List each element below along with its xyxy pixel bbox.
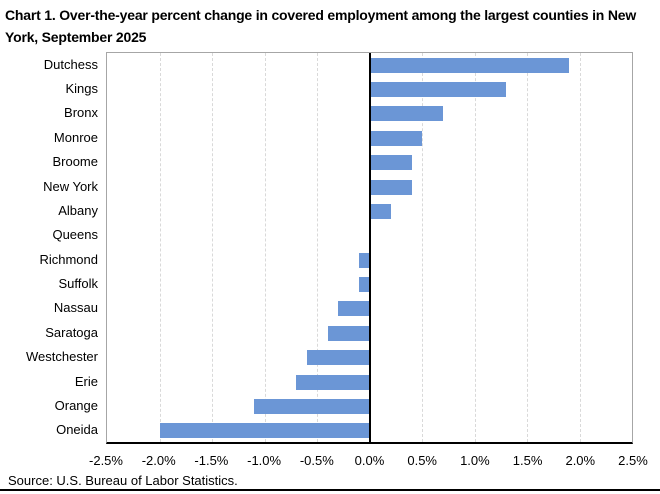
y-axis-label-monroe: Monroe [53,129,98,145]
y-axis-label-broome: Broome [52,154,98,170]
y-axis-label-queens: Queens [52,227,98,243]
bar-saratoga [327,325,370,341]
y-axis-label-erie: Erie [74,373,98,389]
zero-axis-line [368,53,371,442]
bar-monroe [369,130,422,146]
y-axis-label-richmond: Richmond [39,251,98,267]
gridline [579,53,581,442]
x-axis-tick-label: 2.0% [565,453,596,468]
x-axis-tick-label: 2.5% [618,453,648,468]
bar-erie [296,374,370,390]
y-axis-label-kings: Kings [65,81,98,97]
y-axis-label-albany: Albany [58,202,98,218]
gridline [212,53,213,442]
bottom-divider-line [0,489,660,491]
bar-richmond [359,252,370,268]
y-axis-label-new-york: New York [43,178,98,194]
bar-broome [369,155,412,171]
x-axis-tick-label: 1.5% [512,453,543,468]
bar-new-york [369,179,412,195]
bar-kings [369,82,506,98]
y-axis-label-dutchess: Dutchess [43,56,98,72]
gridline [422,53,423,442]
y-axis-label-saratoga: Saratoga [45,324,98,340]
plot-area [106,52,633,444]
chart-title: Chart 1. Over-the-year percent change in… [5,7,637,45]
bar-suffolk [359,277,370,293]
gridline [474,53,476,442]
y-axis-label-nassau: Nassau [53,300,98,316]
y-axis-label-suffolk: Suffolk [58,276,98,292]
y-axis-label-oneida: Oneida [56,422,98,438]
bar-orange [254,398,370,414]
gridline [317,53,318,442]
bar-oneida [159,423,370,439]
x-axis-tick-label: 0.0% [354,453,385,468]
y-axis-label-orange: Orange [54,397,98,413]
bar-bronx [369,106,443,122]
bar-albany [369,203,391,219]
bar-westchester [306,350,370,366]
x-axis-tick-label: -2.5% [89,453,123,468]
x-axis-tick-label: -1.0% [247,453,282,468]
source-note: Source: U.S. Bureau of Labor Statistics. [8,473,238,488]
x-axis-tick-label: -0.5% [299,453,334,468]
y-axis-label-westchester: Westchester [25,349,98,365]
x-axis-tick-label: 1.0% [460,453,490,468]
gridline [264,53,266,442]
bar-nassau [338,301,370,317]
x-axis-tick-label: -1.5% [194,453,229,468]
y-axis-label-bronx: Bronx [64,105,98,121]
gridline [159,53,161,442]
x-axis-tick-label: -2.0% [141,453,176,468]
bar-dutchess [369,57,569,73]
x-axis-tick-label: 0.5% [407,453,437,468]
gridline [527,53,528,442]
